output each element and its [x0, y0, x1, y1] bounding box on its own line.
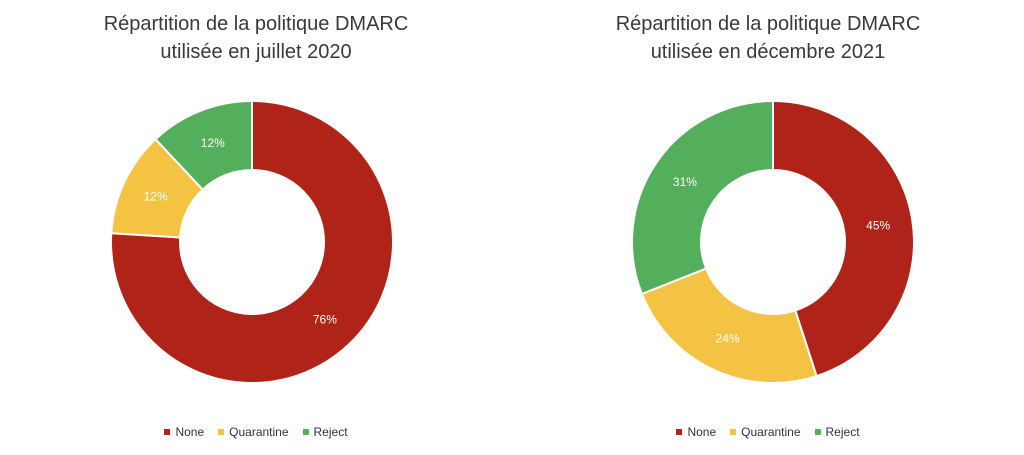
donut-slice-reject — [631, 99, 774, 296]
legend-swatch-reject — [302, 429, 309, 435]
chart-title-line2: utilisée en décembre 2021 — [650, 41, 886, 63]
legend-swatch-none — [676, 429, 683, 435]
chart-title: Répartition de la politique DMARC utilis… — [0, 10, 512, 66]
legend-label-none: None — [687, 425, 717, 439]
legend-swatch-reject — [814, 429, 821, 435]
legend-swatch-quarantine — [730, 429, 737, 435]
legend-swatch-quarantine — [218, 429, 225, 435]
slice-label-quarantine: 24% — [716, 331, 740, 345]
donut-slice-none — [110, 99, 394, 384]
donut-chart: 76% 12% 12% — [110, 99, 394, 384]
legend-item-quarantine: Quarantine — [218, 425, 289, 439]
chart-panel-december-2021: Répartition de la politique DMARC utilis… — [512, 0, 1024, 455]
legend-label-reject: Reject — [825, 425, 860, 439]
chart-legend: None Quarantine Reject — [512, 425, 1024, 439]
legend-label-none: None — [175, 425, 205, 439]
legend-label-reject: Reject — [313, 425, 348, 439]
legend-item-none: None — [164, 425, 204, 439]
donut-slice-reject — [154, 99, 253, 191]
donut-chart: 45% 24% 31% — [631, 99, 915, 384]
legend-item-reject: Reject — [302, 425, 348, 439]
slice-label-quarantine: 12% — [144, 190, 168, 204]
slice-label-reject: 31% — [673, 175, 697, 189]
legend-item-reject: Reject — [814, 425, 860, 439]
legend-swatch-none — [164, 429, 171, 435]
donut-slice-quarantine — [640, 267, 818, 384]
chart-title-line1: Répartition de la politique DMARC — [103, 13, 409, 35]
slice-label-reject: 12% — [201, 136, 225, 150]
chart-title-line2: utilisée en juillet 2020 — [160, 41, 352, 63]
legend-item-none: None — [676, 425, 716, 439]
chart-legend: None Quarantine Reject — [0, 425, 512, 439]
slice-label-none: 45% — [866, 218, 890, 232]
legend-label-quarantine: Quarantine — [741, 425, 801, 439]
legend-label-quarantine: Quarantine — [229, 425, 289, 439]
chart-title-line1: Répartition de la politique DMARC — [615, 13, 921, 35]
chart-title: Répartition de la politique DMARC utilis… — [512, 10, 1024, 66]
legend-item-quarantine: Quarantine — [730, 425, 801, 439]
slice-label-none: 76% — [313, 313, 337, 327]
chart-panel-july-2020: Répartition de la politique DMARC utilis… — [0, 10, 512, 439]
donut-slice-none — [772, 99, 915, 378]
